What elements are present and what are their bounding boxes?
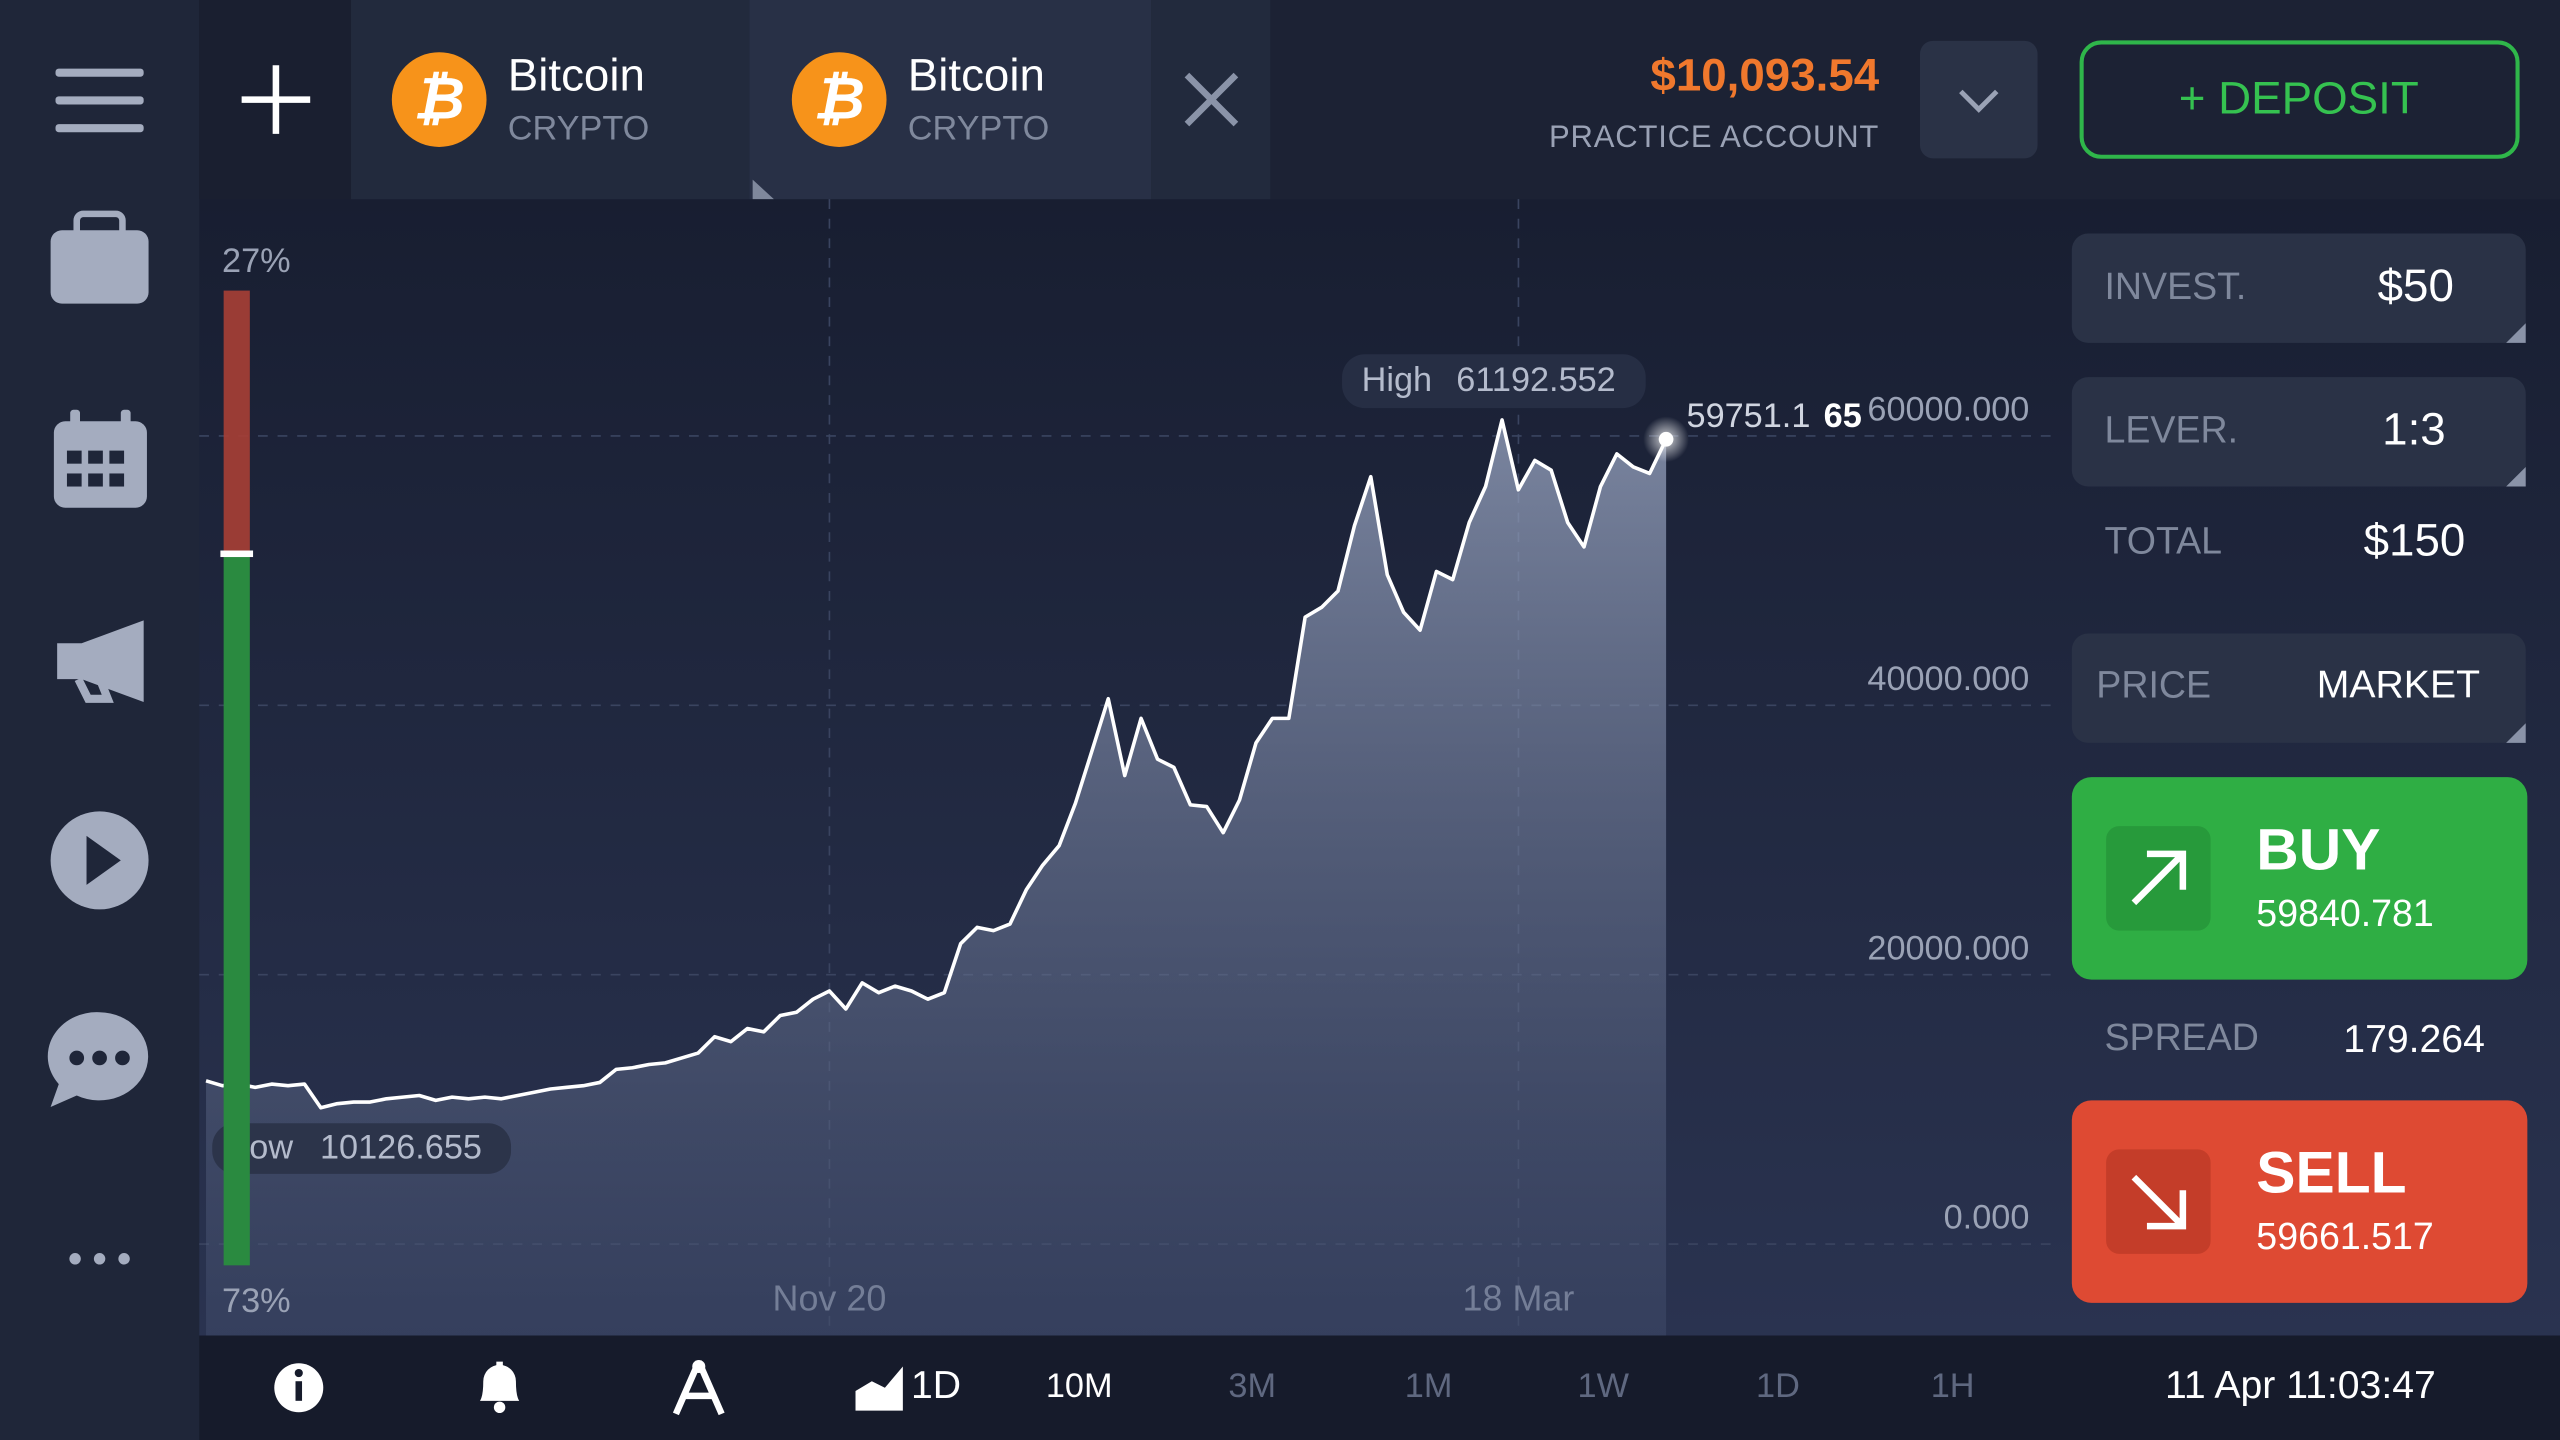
low-value: 10126.655: [320, 1128, 482, 1166]
chat-icon[interactable]: [47, 1012, 149, 1107]
menu-icon[interactable]: [55, 68, 144, 133]
drawing-tools-button[interactable]: [672, 1360, 725, 1416]
portfolio-icon[interactable]: [50, 210, 149, 304]
price-line: [205, 418, 1668, 1110]
sentiment-bar-sell: [223, 290, 250, 554]
invest-value[interactable]: $50: [2378, 260, 2454, 311]
coin-icon: ₿: [791, 52, 887, 147]
buy-label[interactable]: BUY: [2256, 817, 2380, 882]
leverage-value[interactable]: 1:3: [2382, 404, 2446, 455]
balance[interactable]: $10,093.54: [1650, 49, 1879, 100]
tab-kind: CRYPTO: [908, 110, 1050, 148]
tab-name: Bitcoin: [908, 49, 1045, 100]
sell-price: 59661.517: [2256, 1215, 2434, 1257]
y-tick-label: 0.000: [1944, 1199, 2030, 1237]
sentiment-bar-buy: [223, 553, 250, 1266]
buy-price: 59840.781: [2256, 892, 2434, 934]
price-label: PRICE: [2096, 663, 2211, 705]
spread-label: SPREAD: [2104, 1016, 2258, 1058]
sentiment-bar-shade: [223, 290, 250, 1266]
deposit-button[interactable]: [2079, 40, 2520, 159]
news-icon[interactable]: [57, 620, 144, 703]
account-type[interactable]: PRACTICE ACCOUNT: [1549, 119, 1879, 154]
price-value[interactable]: MARKET: [2317, 664, 2480, 707]
period-option[interactable]: 10M: [1046, 1367, 1113, 1405]
period-option[interactable]: 1M: [1405, 1367, 1453, 1405]
y-tick-label: 60000.000: [1867, 390, 2029, 428]
total-value: $150: [2364, 515, 2466, 566]
sentiment-sell-label: 27%: [222, 242, 291, 280]
calendar-icon[interactable]: [53, 409, 147, 508]
field-corner: [2506, 323, 2526, 343]
high-value: 61192.552: [1456, 361, 1615, 399]
datetime: 11 Apr 11:03:47: [2165, 1364, 2436, 1407]
info-button[interactable]: [274, 1363, 324, 1413]
price-field[interactable]: [2071, 633, 2526, 743]
total-label: TOTAL: [2104, 520, 2222, 562]
chart-period[interactable]: 1D: [911, 1364, 961, 1407]
tab-name: Bitcoin: [508, 49, 645, 100]
period-option[interactable]: 1W: [1578, 1367, 1630, 1405]
period-option[interactable]: 1H: [1931, 1367, 1975, 1405]
sentiment-buy-label: 73%: [222, 1282, 291, 1320]
alerts-button[interactable]: [480, 1361, 520, 1414]
account-dropdown[interactable]: [1920, 40, 2038, 159]
spread-value: 179.264: [2343, 1018, 2485, 1061]
arrow-up-icon: [2131, 850, 2187, 906]
video-icon[interactable]: [50, 811, 149, 910]
svg-text:₿: ₿: [813, 66, 865, 131]
field-corner: [2506, 723, 2526, 743]
high-label: High: [1362, 361, 1432, 399]
leverage-field[interactable]: [2071, 377, 2526, 487]
invest-field[interactable]: [2071, 233, 2526, 343]
deposit-label[interactable]: + DEPOSIT: [2179, 72, 2419, 123]
close-icon: [1184, 72, 1239, 127]
high-label-box: [1342, 354, 1646, 409]
current-price-dot: [1658, 431, 1674, 447]
coin-icon: ₿: [391, 52, 487, 147]
svg-text:₿: ₿: [413, 66, 465, 131]
y-tick-label: 40000.000: [1867, 660, 2029, 698]
plus-icon: [241, 65, 311, 134]
period-option[interactable]: 1D: [1756, 1367, 1800, 1405]
leverage-label: LEVER.: [2104, 409, 2238, 451]
invest-label: INVEST.: [2104, 265, 2246, 307]
tab-kind: CRYPTO: [508, 110, 650, 148]
sell-label[interactable]: SELL: [2256, 1141, 2406, 1206]
chart-type-button[interactable]: [855, 1366, 903, 1411]
current-price-label: 59751.1: [1687, 397, 1811, 435]
field-corner: [2506, 466, 2526, 487]
toolbar-background: [199, 1335, 2560, 1440]
low-label-box: [212, 1123, 512, 1174]
more-icon[interactable]: [69, 1253, 130, 1265]
current-price-label-tail: 65: [1824, 397, 1862, 435]
y-tick-label: 20000.000: [1867, 929, 2029, 967]
period-option[interactable]: 3M: [1228, 1367, 1276, 1405]
arrow-down-icon: [2131, 1174, 2187, 1230]
sentiment-divider: [220, 550, 254, 558]
chevron-icon: [1959, 89, 1999, 113]
